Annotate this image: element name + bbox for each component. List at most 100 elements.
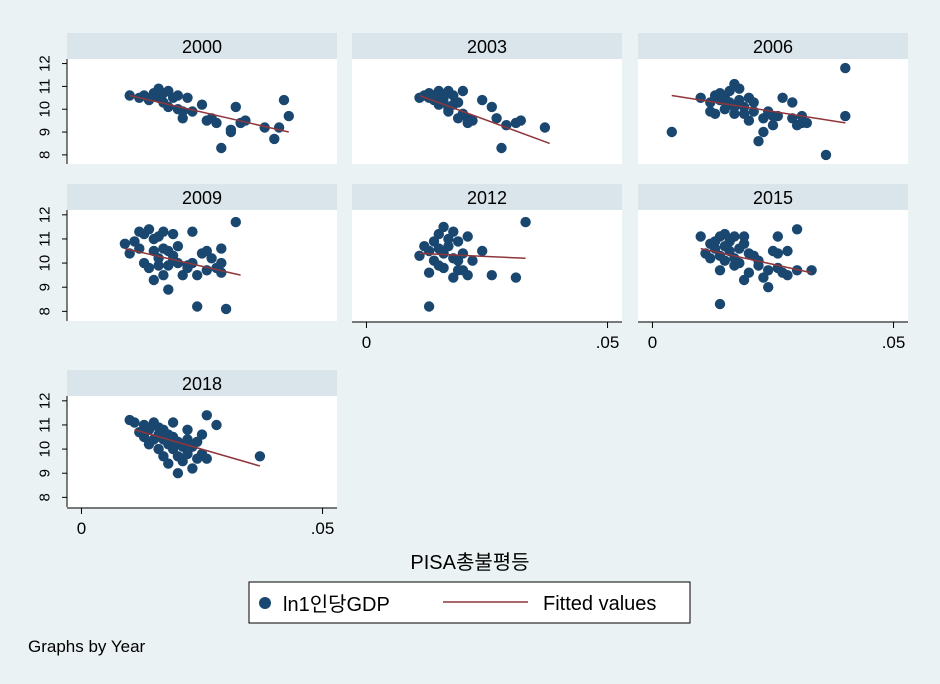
x-axis-label: PISA총불평등 bbox=[410, 551, 529, 574]
data-point bbox=[177, 113, 188, 124]
data-point bbox=[734, 257, 745, 269]
panel-strip bbox=[352, 184, 622, 210]
data-point bbox=[738, 231, 750, 242]
panel-strip bbox=[67, 370, 337, 396]
data-point bbox=[230, 216, 241, 228]
data-point bbox=[153, 260, 164, 271]
data-point bbox=[448, 226, 459, 237]
data-point bbox=[216, 142, 227, 154]
data-point bbox=[148, 274, 159, 286]
panel-title: 2012 bbox=[467, 188, 507, 208]
y-tick-label: 12 bbox=[37, 392, 54, 409]
panel-strip bbox=[638, 184, 908, 210]
data-point bbox=[182, 424, 193, 435]
panel-2009: 2009 8 9 10 11 12 bbox=[37, 184, 337, 321]
y-tick-label: 9 bbox=[37, 128, 54, 136]
data-point bbox=[539, 122, 551, 133]
data-point bbox=[269, 133, 280, 145]
data-point bbox=[230, 101, 241, 113]
data-point bbox=[729, 108, 740, 120]
data-point bbox=[515, 115, 526, 126]
data-point bbox=[172, 241, 184, 252]
fitted-line bbox=[671, 94, 846, 124]
data-point bbox=[187, 257, 198, 269]
x-tick-label: 0 bbox=[77, 519, 86, 538]
plot-area bbox=[352, 210, 622, 321]
y-tick-label: 11 bbox=[37, 417, 54, 433]
data-point bbox=[187, 226, 198, 237]
data-point bbox=[491, 113, 502, 124]
panel-2003: 2003 bbox=[352, 33, 622, 164]
data-point bbox=[758, 126, 769, 138]
data-point bbox=[216, 243, 227, 254]
data-point bbox=[172, 90, 184, 101]
panel-title: 2000 bbox=[182, 37, 222, 57]
x-tick-label: .05 bbox=[311, 519, 335, 538]
data-point bbox=[695, 231, 706, 242]
panel-2006: 2006 bbox=[638, 33, 908, 164]
y-tick-label: 10 bbox=[37, 101, 54, 118]
y-tick-label: 9 bbox=[37, 469, 54, 477]
data-point bbox=[452, 97, 464, 108]
data-point bbox=[729, 231, 740, 242]
panel-2015: 2015 bbox=[638, 184, 908, 321]
data-point bbox=[666, 126, 677, 138]
data-point bbox=[143, 224, 155, 235]
panel-title: 2018 bbox=[182, 374, 222, 394]
data-point bbox=[486, 270, 497, 281]
data-point bbox=[462, 270, 473, 281]
data-point bbox=[840, 110, 851, 122]
data-point bbox=[283, 110, 294, 122]
data-point bbox=[119, 238, 131, 249]
data-point bbox=[767, 120, 779, 131]
data-point bbox=[457, 248, 469, 259]
panel-2000: 2000 8 9 10 11 12 bbox=[37, 33, 337, 164]
data-point bbox=[782, 245, 793, 257]
y-tick-label: 10 bbox=[37, 441, 54, 458]
data-point bbox=[467, 115, 478, 126]
data-point bbox=[167, 417, 179, 428]
data-point bbox=[158, 226, 169, 237]
data-point bbox=[477, 94, 488, 106]
y-tick-label: 10 bbox=[37, 255, 54, 272]
y-tick-label: 11 bbox=[37, 231, 54, 247]
data-point bbox=[787, 97, 798, 108]
data-point bbox=[220, 303, 232, 315]
panel-2018: 2018 8 9 10 11 12 bbox=[37, 370, 337, 507]
panel-2012: 2012 bbox=[352, 184, 622, 321]
data-point bbox=[206, 253, 217, 264]
data-point bbox=[163, 284, 174, 295]
data-point bbox=[163, 458, 174, 469]
data-point bbox=[840, 62, 851, 74]
panel-strip bbox=[67, 33, 337, 59]
x-axes-layer: 0 .05 0 .05 0 .05 bbox=[67, 321, 908, 538]
data-point bbox=[182, 92, 193, 104]
panel-strip bbox=[67, 184, 337, 210]
fitted-line bbox=[419, 94, 550, 145]
legend: ln1인당GDP Fitted values bbox=[248, 581, 691, 624]
fitted-line bbox=[124, 247, 241, 276]
data-point bbox=[496, 142, 507, 154]
data-point bbox=[211, 419, 222, 431]
legend-label-fit: Fitted values bbox=[543, 593, 656, 615]
plot-area bbox=[67, 210, 337, 321]
data-point bbox=[172, 468, 184, 479]
data-point bbox=[743, 115, 755, 126]
panel-strip bbox=[638, 33, 908, 59]
fitted-line bbox=[419, 252, 526, 260]
data-point bbox=[510, 272, 522, 283]
panel-strip bbox=[352, 33, 622, 59]
panel-title: 2006 bbox=[753, 37, 793, 57]
data-point bbox=[196, 99, 208, 110]
data-point bbox=[443, 241, 454, 252]
data-point bbox=[705, 253, 716, 264]
y-tick-label: 11 bbox=[37, 79, 54, 95]
fitted-line bbox=[129, 94, 289, 133]
data-point bbox=[423, 301, 435, 312]
data-point bbox=[777, 92, 788, 104]
data-point bbox=[738, 238, 750, 249]
data-point bbox=[753, 260, 764, 271]
data-point bbox=[791, 224, 803, 235]
data-point bbox=[158, 270, 169, 281]
